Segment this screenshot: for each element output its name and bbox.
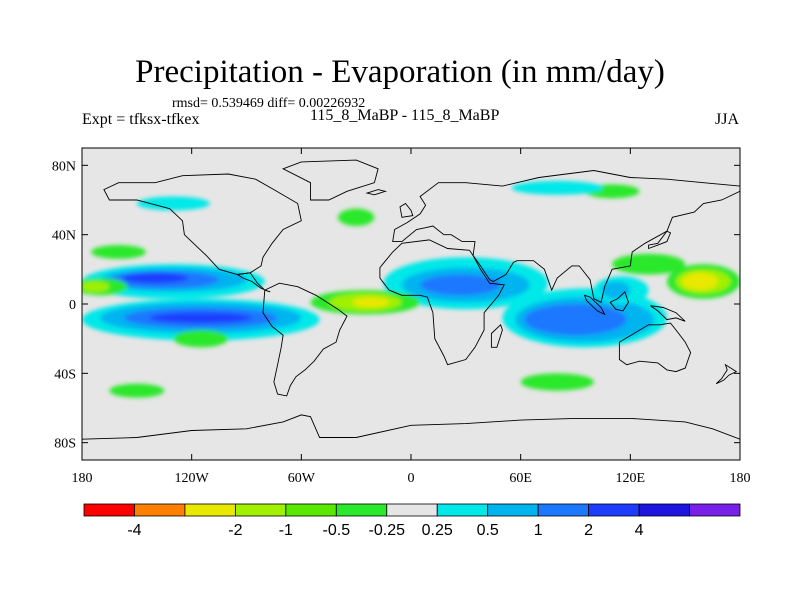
coastline-eurasia	[392, 170, 740, 303]
colorbar-label: -1	[279, 522, 293, 539]
colorbar: -4 -2 -1 -0.5 -0.25 0.25 0.5 1 2 4	[83, 503, 741, 539]
field-region-neg1	[91, 245, 146, 259]
colorbar-label: 2	[584, 522, 593, 539]
y-tick-label: 40N	[52, 229, 76, 244]
y-tick-label: 80N	[52, 159, 76, 174]
colorbar-swatch	[184, 503, 236, 517]
x-tick-label: 0	[408, 471, 415, 486]
colorbar-label: -0.5	[323, 522, 351, 539]
field-region-pos3	[420, 274, 501, 296]
experiment-label: Expt = tfksx-tfkex	[82, 111, 200, 128]
colorbar-label: 1	[534, 522, 543, 539]
colorbar-swatch	[588, 503, 640, 517]
comparison-label: 115_8_MaBP - 115_8_MaBP	[310, 107, 500, 124]
field-region-neg1	[520, 373, 594, 391]
coastline-new-guinea	[650, 305, 686, 322]
coastline-australia	[618, 322, 692, 373]
coastline-africa	[379, 239, 505, 366]
x-tick-label: 120E	[616, 471, 646, 486]
y-tick-label: 0	[69, 298, 76, 313]
colorbar-swatch	[638, 503, 690, 517]
colorbar-label: -0.25	[369, 522, 406, 539]
y-tick-label: 80S	[54, 437, 76, 452]
field-region-pos1	[136, 196, 210, 211]
coastline-layer	[82, 159, 740, 460]
field-region-pos1	[511, 180, 603, 195]
season-label: JJA	[715, 111, 740, 128]
field-region-neg3	[352, 297, 390, 308]
field-region-neg1	[612, 253, 686, 275]
colorbar-label: 0.5	[477, 522, 499, 539]
field-region-neg1	[173, 330, 229, 348]
colorbar-label: -2	[228, 522, 242, 539]
coastline-japan	[648, 230, 672, 250]
coastline-sumatra	[583, 294, 606, 316]
colorbar-label: -4	[127, 522, 141, 539]
field-layer	[82, 180, 740, 398]
colorbar-swatch	[689, 503, 741, 517]
colorbar-label: 4	[635, 522, 644, 539]
field-region-pos2	[601, 281, 631, 299]
coastline-greenland	[281, 159, 379, 201]
x-tick-label: 60E	[509, 471, 532, 486]
y-tick-label: 40S	[54, 367, 76, 382]
coastline-antarctica	[82, 414, 740, 460]
x-tick-label: 120W	[175, 471, 210, 486]
coastline-great-britain	[399, 202, 414, 218]
x-tick-label: 60W	[288, 471, 316, 486]
colorbar-swatch	[436, 503, 489, 517]
coastline-south-america	[262, 282, 348, 397]
field-region-pos4	[122, 272, 189, 284]
chart-title: Precipitation - Evaporation (in mm/day)	[135, 54, 665, 90]
colorbar-swatch	[386, 503, 438, 517]
coastline-central-america	[236, 272, 271, 293]
field-region-pos4	[149, 312, 252, 324]
colorbar-swatch	[83, 503, 135, 517]
colorbar-label: 0.25	[422, 522, 453, 539]
field-region-neg2	[82, 281, 110, 292]
field-region-pos3	[524, 304, 627, 336]
colorbar-swatch	[234, 503, 287, 517]
coastline-madagascar	[490, 323, 503, 348]
colorbar-swatch	[285, 503, 337, 517]
field-region-neg3	[681, 272, 719, 291]
coastline-borneo	[609, 291, 629, 312]
x-tick-label: 180	[72, 471, 93, 486]
x-tick-label: 180	[730, 471, 751, 486]
field-region-neg1	[109, 383, 165, 398]
field-region-neg1	[337, 208, 375, 226]
colorbar-swatch	[487, 503, 539, 517]
coastline-north-america	[103, 173, 302, 275]
coastline-new-zealand	[715, 363, 738, 385]
colorbar-swatch	[134, 503, 186, 517]
axis-layer: 180 120W 60W 0 60E 120E 180 80N 40N 0 40S 80S	[52, 148, 751, 486]
coastline-iceland	[365, 189, 388, 196]
colorbar-swatch	[537, 503, 590, 517]
colorbar-swatch	[335, 503, 388, 517]
rmsd-diff-stats: rmsd= 0.539469 diff= 0.00226932	[172, 96, 366, 111]
